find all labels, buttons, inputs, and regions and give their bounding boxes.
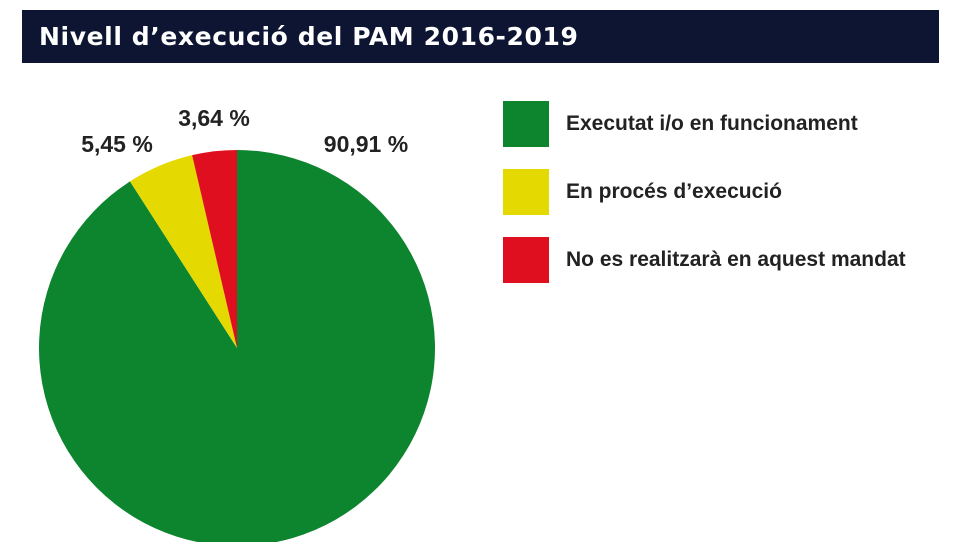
chart-title: Nivell d’execució del PAM 2016-2019 [39, 22, 579, 51]
pie-slice-executat [39, 150, 435, 542]
legend-item-no-es-realitzara: No es realitzarà en aquest mandat [503, 237, 906, 283]
legend-label-executat: Executat i/o en funcionament [566, 112, 858, 135]
title-bar: Nivell d’execució del PAM 2016-2019 [22, 10, 939, 63]
legend-label-no-es-realitzara: No es realitzarà en aquest mandat [566, 248, 906, 271]
pie-slice-no-es-realitzara [192, 150, 237, 348]
pie-label-executat: 90,91 % [324, 131, 408, 157]
pie-label-en-proces: 5,45 % [81, 131, 153, 157]
legend-item-executat: Executat i/o en funcionament [503, 101, 906, 147]
legend-label-en-proces: En procés d’execució [566, 180, 782, 203]
pie-label-no-es-realitzara: 3,64 % [178, 105, 250, 131]
legend: Executat i/o en funcionament En procés d… [503, 101, 906, 305]
legend-item-en-proces: En procés d’execució [503, 169, 906, 215]
legend-swatch-executat [503, 101, 549, 147]
legend-swatch-no-es-realitzara [503, 237, 549, 283]
legend-swatch-en-proces [503, 169, 549, 215]
pie-slice-en-proces [129, 155, 237, 348]
